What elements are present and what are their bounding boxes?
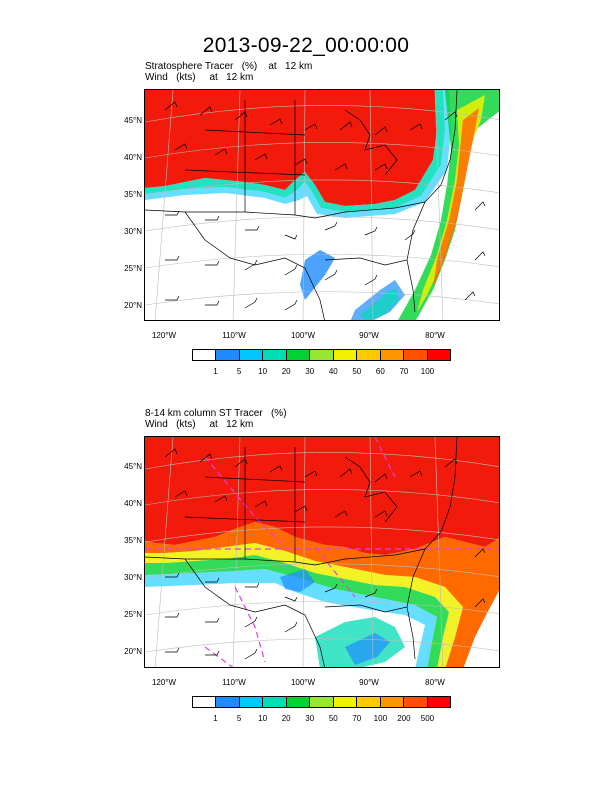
colorbar-tick-label: 100	[420, 367, 435, 376]
panel2-map-svg	[145, 437, 499, 667]
panel2-lat-label: 20°N	[124, 647, 142, 656]
colorbar-cell	[333, 350, 358, 360]
colorbar-tick-label: 100	[373, 714, 388, 723]
panel1-lon-label: 80°W	[425, 331, 445, 340]
colorbar-cell	[404, 350, 428, 360]
colorbar-tick-label: 20	[281, 367, 291, 376]
panel1-lat-label: 20°N	[124, 301, 142, 310]
colorbar-cell	[333, 697, 358, 707]
colorbar-cell	[193, 350, 217, 360]
panel2-lat-label: 30°N	[124, 573, 142, 582]
colorbar-cell	[357, 697, 381, 707]
panel1-south-blue	[350, 280, 405, 320]
panel2-wind-barbs	[164, 448, 486, 660]
panel1-tracer-fringe	[145, 90, 445, 212]
panel2-lon-label: 110°W	[222, 678, 246, 687]
panel1-map-svg	[145, 90, 499, 320]
colorbar-cell	[193, 697, 217, 707]
panel2-graticule	[145, 437, 499, 667]
panel2-coastlines	[145, 437, 458, 667]
panel1-lon-label: 100°W	[290, 331, 316, 340]
colorbar-tick-label: 500	[420, 714, 435, 723]
colorbar-cell	[380, 697, 405, 707]
main-title: 2013-09-22_00:00:00	[202, 34, 410, 57]
colorbar-cell	[380, 350, 405, 360]
colorbar-cell	[427, 697, 450, 707]
panel1-subtitle-line1: Stratosphere Tracer (%) at 12 km	[145, 61, 313, 72]
panel1-lat-label: 30°N	[124, 227, 142, 236]
colorbar-tick-label: 70	[399, 367, 409, 376]
colorbar-tick-label: 1	[213, 367, 218, 376]
colorbar-cell	[310, 697, 334, 707]
panel1-lon-label: 120°W	[151, 331, 177, 340]
panel1-colorbar	[192, 349, 451, 361]
colorbar-cell	[310, 350, 334, 360]
panel2-lat-label: 35°N	[124, 536, 142, 545]
panel2-south-blue	[345, 633, 390, 665]
panel1-tracer-cyan-edge	[145, 90, 451, 218]
colorbar-tick-label: 50	[328, 714, 338, 723]
panel1-lon-label: 110°W	[222, 331, 246, 340]
panel1-tracer-red-region	[145, 90, 437, 206]
panel1-map	[144, 89, 500, 321]
panel2-subtitle-line1: 8-14 km column ST Tracer (%)	[145, 408, 287, 419]
panel2-colorbar	[192, 696, 451, 708]
colorbar-cell	[216, 350, 240, 360]
colorbar-cell	[216, 697, 240, 707]
panel2-lon-label: 100°W	[290, 678, 316, 687]
panel1-lat-label: 35°N	[124, 190, 142, 199]
colorbar-cell	[239, 697, 264, 707]
panel2-lon-label: 80°W	[425, 678, 445, 687]
colorbar-tick-label: 60	[375, 367, 385, 376]
colorbar-cell	[404, 697, 428, 707]
panel2-subtitle-line2: Wind (kts) at 12 km	[145, 419, 254, 430]
panel2-west-blue	[280, 569, 315, 592]
panel2-magenta-lines	[145, 437, 499, 667]
panel2-lon-label: 90°W	[359, 678, 379, 687]
colorbar-cell	[357, 350, 381, 360]
panel2-tracer-orange-band	[145, 522, 499, 667]
panel1-south-teal	[360, 288, 399, 320]
panel2-lat-label: 45°N	[124, 462, 142, 471]
colorbar-tick-label: 1	[213, 714, 218, 723]
colorbar-tick-label: 50	[352, 367, 362, 376]
colorbar-tick-label: 10	[258, 367, 268, 376]
panel1-lon-label: 90°W	[359, 331, 379, 340]
colorbar-tick-label: 10	[258, 714, 268, 723]
panel2-map	[144, 436, 500, 668]
colorbar-cell	[286, 350, 311, 360]
colorbar-tick-label: 5	[236, 367, 242, 376]
panel1-lat-label: 40°N	[124, 153, 142, 162]
colorbar-tick-label: 30	[305, 714, 315, 723]
panel2-lat-label: 40°N	[124, 499, 142, 508]
colorbar-tick-label: 200	[397, 714, 411, 723]
panel2-lat-label: 25°N	[124, 610, 142, 619]
panel1-subtitle-line2: Wind (kts) at 12 km	[145, 72, 254, 83]
colorbar-cell	[239, 350, 264, 360]
panel1-lat-label: 45°N	[124, 116, 142, 125]
colorbar-tick-label: 20	[281, 714, 291, 723]
colorbar-cell	[427, 350, 450, 360]
colorbar-cell	[286, 697, 311, 707]
panel1-lat-label: 25°N	[124, 264, 142, 273]
panel1-gulf-blue	[300, 250, 335, 300]
panel1-graticule	[145, 90, 499, 320]
colorbar-tick-label: 5	[236, 714, 242, 723]
colorbar-tick-label: 30	[305, 367, 315, 376]
panel1-streamer-orange	[433, 108, 479, 288]
colorbar-cell	[263, 697, 287, 707]
colorbar-cell	[263, 350, 287, 360]
colorbar-tick-label: 40	[328, 367, 338, 376]
panel2-tracer-red-region	[145, 437, 499, 555]
panel1-streamer-green	[398, 90, 499, 320]
colorbar-tick-label: 70	[352, 714, 362, 723]
panel1-coastlines	[145, 90, 458, 320]
panel2-lon-label: 120°W	[151, 678, 177, 687]
panel1-wind-barbs	[164, 101, 486, 311]
